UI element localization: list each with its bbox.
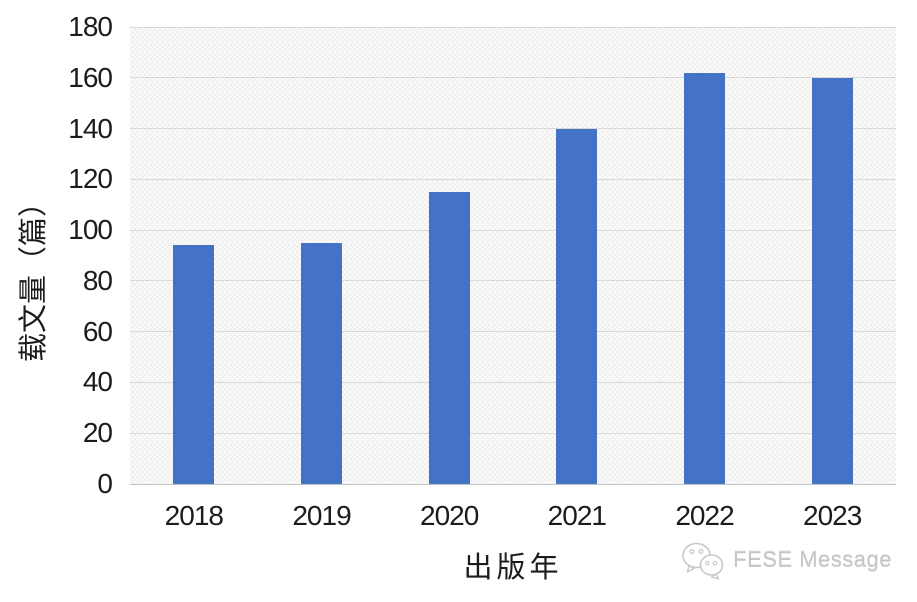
x-tick-label-2018: 2018 (164, 500, 224, 531)
x-tick-label-2023: 2023 (803, 500, 862, 531)
y-tick-label-60: 60 (82, 315, 113, 347)
y-tick-label-0: 0 (97, 468, 113, 499)
y-tick-label-100: 100 (68, 214, 113, 246)
gridline-180 (130, 26, 896, 28)
y-tick-label-180: 180 (68, 11, 113, 42)
wechat-icon (682, 542, 724, 580)
gridline-0 (130, 483, 896, 485)
bar-2018 (173, 245, 215, 484)
gridline-160 (130, 77, 896, 79)
x-tick-label-2021: 2021 (547, 500, 607, 531)
bar-2020 (428, 192, 470, 484)
y-tick-label-140: 140 (68, 112, 113, 144)
gridline-100 (130, 229, 896, 231)
x-tick-label-2020: 2020 (420, 500, 479, 531)
bar-2023 (811, 77, 853, 484)
y-tick-label-20: 20 (82, 417, 113, 449)
x-axis-title: 出版年 (463, 552, 563, 584)
gridline-40 (130, 381, 896, 383)
gridline-140 (130, 128, 896, 130)
gridline-60 (130, 331, 896, 333)
y-tick-label-120: 120 (68, 163, 113, 195)
y-tick-label-160: 160 (68, 61, 113, 93)
y-tick-label-40: 40 (82, 366, 113, 398)
watermark-text: FESE Message (733, 547, 892, 572)
watermark: FESE Message (680, 540, 892, 580)
bar-2019 (301, 242, 342, 484)
gridline-120 (130, 178, 896, 180)
bar-2022 (684, 72, 725, 484)
gridline-80 (130, 280, 896, 282)
gridline-20 (130, 432, 896, 434)
x-tick-label-2022: 2022 (675, 500, 734, 531)
y-tick-label-80: 80 (82, 264, 113, 296)
x-tick-label-2019: 2019 (292, 500, 351, 531)
plot-area (130, 26, 896, 485)
bar-2021 (556, 128, 598, 484)
